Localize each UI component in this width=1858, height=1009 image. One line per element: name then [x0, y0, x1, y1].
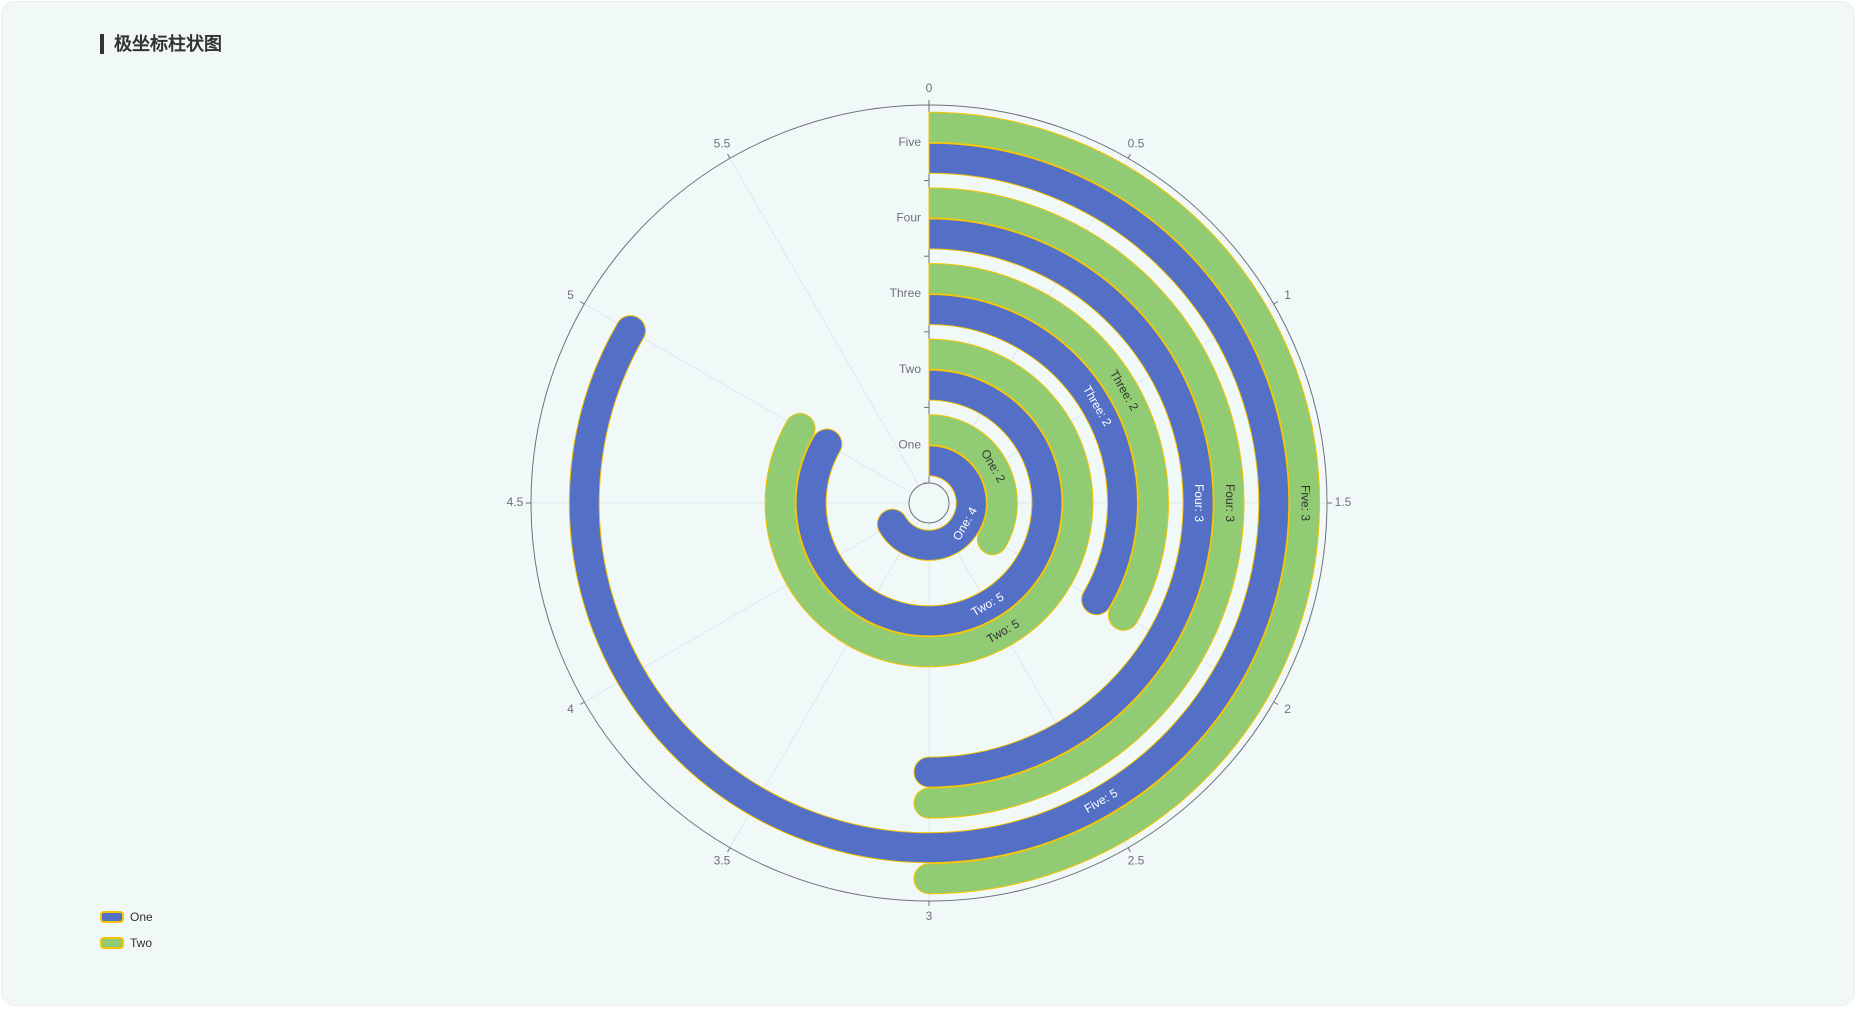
bar-two-one[interactable]: [928, 414, 1018, 556]
angle-axis-ticks: 0 0.5 1 1.5 2 2.5 3 3.5 4 4.5 5 5.5: [507, 81, 1352, 923]
radius-category-label: Five: [898, 135, 921, 149]
angle-tick-label: 0.5: [1128, 137, 1145, 151]
bars: [568, 111, 1321, 895]
angle-tick-label: 1.5: [1335, 495, 1352, 509]
angle-tick-label: 2.5: [1128, 854, 1145, 868]
angle-tick: [1273, 701, 1279, 705]
bar-two-five[interactable]: [913, 111, 1321, 895]
bar-label: Five: 3: [1299, 485, 1313, 521]
angle-tick: [1273, 301, 1279, 305]
angle-tick-label: 2: [1284, 702, 1291, 716]
radius-axis: One Two Three Four Five: [890, 104, 930, 484]
angle-tick: [1127, 153, 1131, 159]
radius-category-label: Two: [899, 362, 921, 376]
angle-tick: [579, 701, 585, 705]
radius-category-label: Three: [890, 286, 922, 300]
angle-tick-label: 5.5: [714, 137, 731, 151]
bar-two-three[interactable]: [928, 262, 1169, 631]
bar-one-one[interactable]: [876, 445, 987, 561]
angle-tick-label: 3: [926, 909, 933, 923]
bar-label: Four: 3: [1192, 484, 1206, 522]
angle-tick: [579, 301, 585, 305]
radius-category-label: Four: [896, 211, 921, 225]
legend-swatch-one: [100, 911, 124, 923]
angle-tick: [727, 847, 731, 853]
bar-one-three[interactable]: [928, 293, 1138, 616]
angle-tick-label: 4: [567, 702, 574, 716]
bar-one-four[interactable]: [913, 218, 1214, 788]
angle-tick-label: 0: [926, 81, 933, 95]
legend-label-two: Two: [130, 936, 153, 950]
angle-tick-label: 1: [1284, 288, 1291, 302]
angle-tick-label: 4.5: [507, 495, 524, 509]
angle-tick-label: 5: [567, 288, 574, 302]
bar-two-four[interactable]: [913, 187, 1245, 819]
bar-two-two[interactable]: [764, 338, 1094, 668]
bar-one-five[interactable]: [568, 142, 1290, 864]
angle-tick: [727, 153, 731, 159]
legend-item-one[interactable]: One: [100, 908, 153, 926]
legend-swatch-two: [100, 937, 124, 949]
inner-circle: [908, 482, 950, 524]
angle-tick: [1127, 847, 1131, 853]
angle-tick-label: 3.5: [714, 854, 731, 868]
chart-title: 极坐标柱状图: [100, 34, 222, 54]
legend-item-two[interactable]: Two: [100, 934, 153, 952]
bar-label: Four: 3: [1223, 484, 1237, 522]
bar-one-two[interactable]: [795, 369, 1063, 637]
radius-category-label: One: [898, 437, 921, 451]
legend: One Two: [100, 908, 153, 960]
split-line: [729, 158, 920, 486]
legend-label-one: One: [130, 910, 153, 924]
